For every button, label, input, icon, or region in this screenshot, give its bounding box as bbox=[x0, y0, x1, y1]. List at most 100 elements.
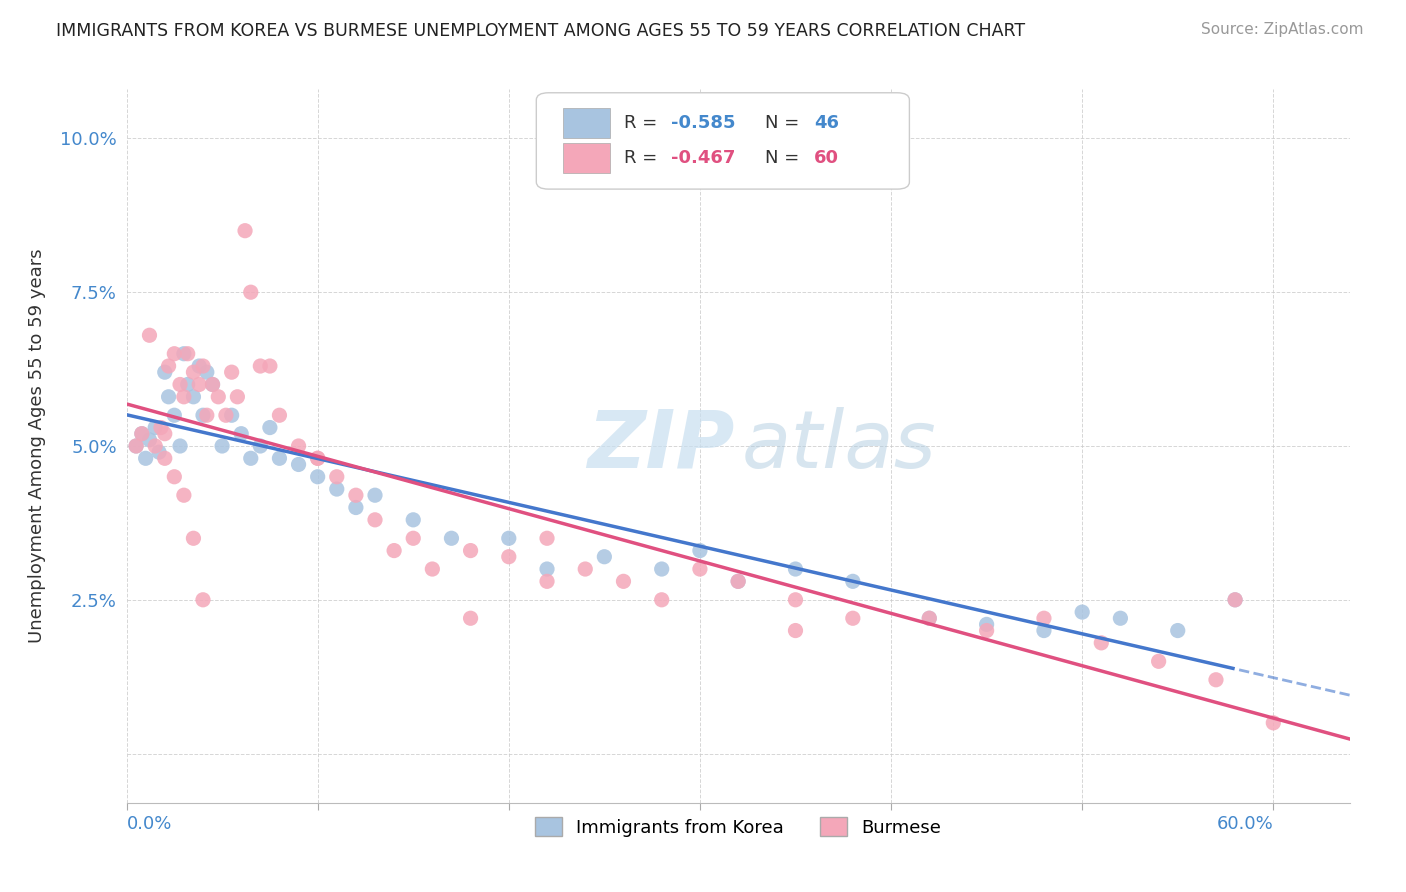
Point bbox=[689, 562, 711, 576]
Point bbox=[177, 347, 200, 361]
Point bbox=[612, 574, 634, 589]
Point bbox=[402, 513, 425, 527]
Point bbox=[536, 531, 558, 545]
Point bbox=[460, 543, 482, 558]
Point bbox=[239, 451, 262, 466]
Point bbox=[574, 562, 596, 576]
Point bbox=[169, 439, 191, 453]
Point bbox=[163, 347, 186, 361]
Point bbox=[143, 439, 166, 453]
Point bbox=[148, 445, 170, 459]
Point bbox=[1205, 673, 1227, 687]
Point bbox=[1071, 605, 1094, 619]
Point bbox=[173, 390, 195, 404]
Point bbox=[191, 409, 214, 423]
Text: Source: ZipAtlas.com: Source: ZipAtlas.com bbox=[1201, 22, 1364, 37]
Point bbox=[221, 365, 243, 379]
Point bbox=[1109, 611, 1132, 625]
Point bbox=[1032, 611, 1054, 625]
FancyBboxPatch shape bbox=[564, 144, 610, 173]
Point bbox=[231, 426, 253, 441]
Text: N =: N = bbox=[765, 150, 806, 168]
Point bbox=[1090, 636, 1112, 650]
Point bbox=[842, 574, 865, 589]
Point bbox=[1223, 592, 1246, 607]
Point bbox=[593, 549, 616, 564]
Point bbox=[177, 377, 200, 392]
Point bbox=[125, 439, 148, 453]
Point bbox=[153, 426, 176, 441]
Point bbox=[287, 439, 309, 453]
Point bbox=[326, 482, 349, 496]
Point bbox=[976, 617, 998, 632]
Text: R =: R = bbox=[624, 150, 664, 168]
Point bbox=[239, 285, 262, 300]
Point bbox=[536, 562, 558, 576]
Point bbox=[183, 531, 205, 545]
Point bbox=[233, 224, 256, 238]
Point bbox=[976, 624, 998, 638]
Point bbox=[143, 420, 166, 434]
Point bbox=[1167, 624, 1189, 638]
Y-axis label: Unemployment Among Ages 55 to 59 years: Unemployment Among Ages 55 to 59 years bbox=[28, 249, 46, 643]
Point bbox=[785, 624, 807, 638]
Text: 46: 46 bbox=[814, 114, 839, 132]
Point bbox=[138, 433, 160, 447]
Point bbox=[382, 543, 405, 558]
Point bbox=[1147, 654, 1170, 668]
Point bbox=[842, 611, 865, 625]
Point bbox=[422, 562, 444, 576]
Point bbox=[201, 377, 224, 392]
Point bbox=[460, 611, 482, 625]
Point bbox=[183, 390, 205, 404]
Text: N =: N = bbox=[765, 114, 806, 132]
Point bbox=[689, 543, 711, 558]
Point bbox=[191, 359, 214, 373]
Point bbox=[326, 469, 349, 483]
Point bbox=[344, 500, 367, 515]
Point bbox=[307, 451, 329, 466]
Point bbox=[651, 562, 673, 576]
Point bbox=[1223, 592, 1246, 607]
Point bbox=[498, 549, 520, 564]
Legend: Immigrants from Korea, Burmese: Immigrants from Korea, Burmese bbox=[527, 810, 949, 844]
Point bbox=[269, 451, 291, 466]
Point bbox=[536, 574, 558, 589]
Point bbox=[498, 531, 520, 545]
Text: atlas: atlas bbox=[742, 407, 936, 485]
Point bbox=[215, 409, 238, 423]
Text: IMMIGRANTS FROM KOREA VS BURMESE UNEMPLOYMENT AMONG AGES 55 TO 59 YEARS CORRELAT: IMMIGRANTS FROM KOREA VS BURMESE UNEMPLO… bbox=[56, 22, 1025, 40]
Point bbox=[149, 420, 172, 434]
Point bbox=[135, 451, 157, 466]
Point bbox=[1263, 715, 1285, 730]
Point bbox=[188, 377, 211, 392]
Point bbox=[157, 359, 180, 373]
Point bbox=[157, 390, 180, 404]
Point bbox=[249, 359, 271, 373]
Point bbox=[1032, 624, 1054, 638]
Point bbox=[727, 574, 749, 589]
Point bbox=[163, 409, 186, 423]
Point bbox=[440, 531, 463, 545]
Point bbox=[307, 469, 329, 483]
Point bbox=[173, 488, 195, 502]
Point bbox=[201, 377, 224, 392]
Point bbox=[785, 592, 807, 607]
Point bbox=[287, 458, 309, 472]
Point bbox=[195, 409, 218, 423]
Text: 60: 60 bbox=[814, 150, 839, 168]
Point bbox=[259, 359, 281, 373]
Point bbox=[651, 592, 673, 607]
Point bbox=[188, 359, 211, 373]
Point bbox=[226, 390, 249, 404]
Point bbox=[344, 488, 367, 502]
FancyBboxPatch shape bbox=[564, 108, 610, 137]
Text: R =: R = bbox=[624, 114, 664, 132]
Point bbox=[169, 377, 191, 392]
Point bbox=[195, 365, 218, 379]
Text: 60.0%: 60.0% bbox=[1216, 815, 1274, 833]
Point bbox=[163, 469, 186, 483]
Point bbox=[269, 409, 291, 423]
Text: ZIP: ZIP bbox=[588, 407, 734, 485]
Point bbox=[364, 513, 387, 527]
